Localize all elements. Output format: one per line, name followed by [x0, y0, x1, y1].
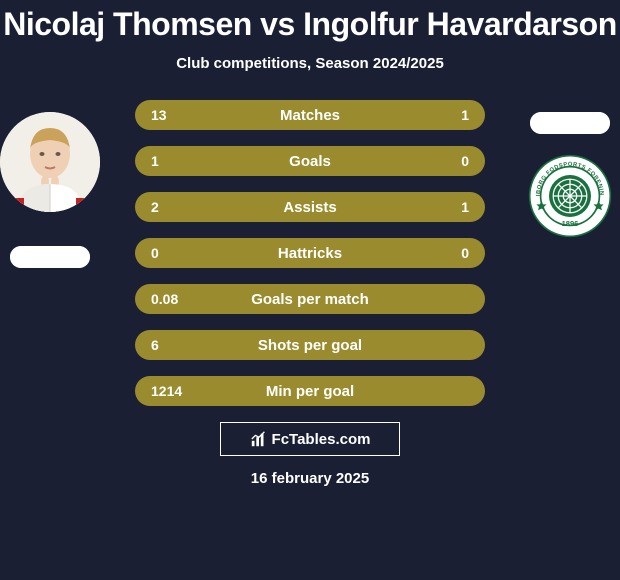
stat-row: 0.08Goals per match — [135, 284, 485, 314]
page-subtitle: Club competitions, Season 2024/2025 — [0, 47, 620, 92]
stat-row: 6Shots per goal — [135, 330, 485, 360]
stats-column: 13Matches11Goals02Assists10Hattricks00.0… — [135, 92, 485, 406]
stat-value-left: 6 — [151, 337, 159, 353]
stat-label: Shots per goal — [135, 337, 485, 354]
player-left-country-pill — [10, 246, 90, 268]
stat-row: 1Goals0 — [135, 146, 485, 176]
stat-value-right: 1 — [461, 199, 469, 215]
stat-label: Matches — [135, 107, 485, 124]
stat-row: 2Assists1 — [135, 192, 485, 222]
stat-label: Hattricks — [135, 245, 485, 262]
comparison-card: Nicolaj Thomsen vs Ingolfur Havardarson … — [0, 0, 620, 580]
stat-value-left: 0.08 — [151, 291, 178, 307]
footer-date: 16 february 2025 — [0, 470, 620, 487]
branding-text: FcTables.com — [272, 431, 371, 448]
stat-label: Goals per match — [135, 291, 485, 308]
content-row: VIBORG FODSPORTS FORENING 1896 13Matches… — [0, 92, 620, 406]
stat-value-right: 0 — [461, 245, 469, 261]
stat-value-left: 0 — [151, 245, 159, 261]
stat-value-left: 13 — [151, 107, 167, 123]
stat-label: Assists — [135, 199, 485, 216]
stat-row: 1214Min per goal — [135, 376, 485, 406]
flag-icon-right — [530, 112, 610, 134]
stat-row: 13Matches1 — [135, 100, 485, 130]
stat-value-left: 1214 — [151, 383, 182, 399]
player-left-avatar — [0, 112, 100, 212]
player-portrait-icon — [0, 112, 100, 212]
svg-text:1896: 1896 — [562, 219, 579, 228]
flag-icon-left — [10, 246, 90, 268]
stat-value-right: 1 — [461, 107, 469, 123]
branding-box[interactable]: FcTables.com — [220, 422, 400, 456]
stat-label: Min per goal — [135, 383, 485, 400]
page-title: Nicolaj Thomsen vs Ingolfur Havardarson — [0, 0, 620, 47]
player-right-country-pill — [530, 112, 610, 134]
chart-icon — [250, 430, 268, 448]
player-right-column: VIBORG FODSPORTS FORENING 1896 — [520, 92, 620, 238]
stat-row: 0Hattricks0 — [135, 238, 485, 268]
club-crest-icon: VIBORG FODSPORTS FORENING 1896 — [528, 154, 612, 238]
player-left-column — [0, 92, 100, 268]
stat-label: Goals — [135, 153, 485, 170]
stat-value-right: 0 — [461, 153, 469, 169]
player-right-club-badge: VIBORG FODSPORTS FORENING 1896 — [528, 154, 612, 238]
stat-value-left: 2 — [151, 199, 159, 215]
stat-value-left: 1 — [151, 153, 159, 169]
